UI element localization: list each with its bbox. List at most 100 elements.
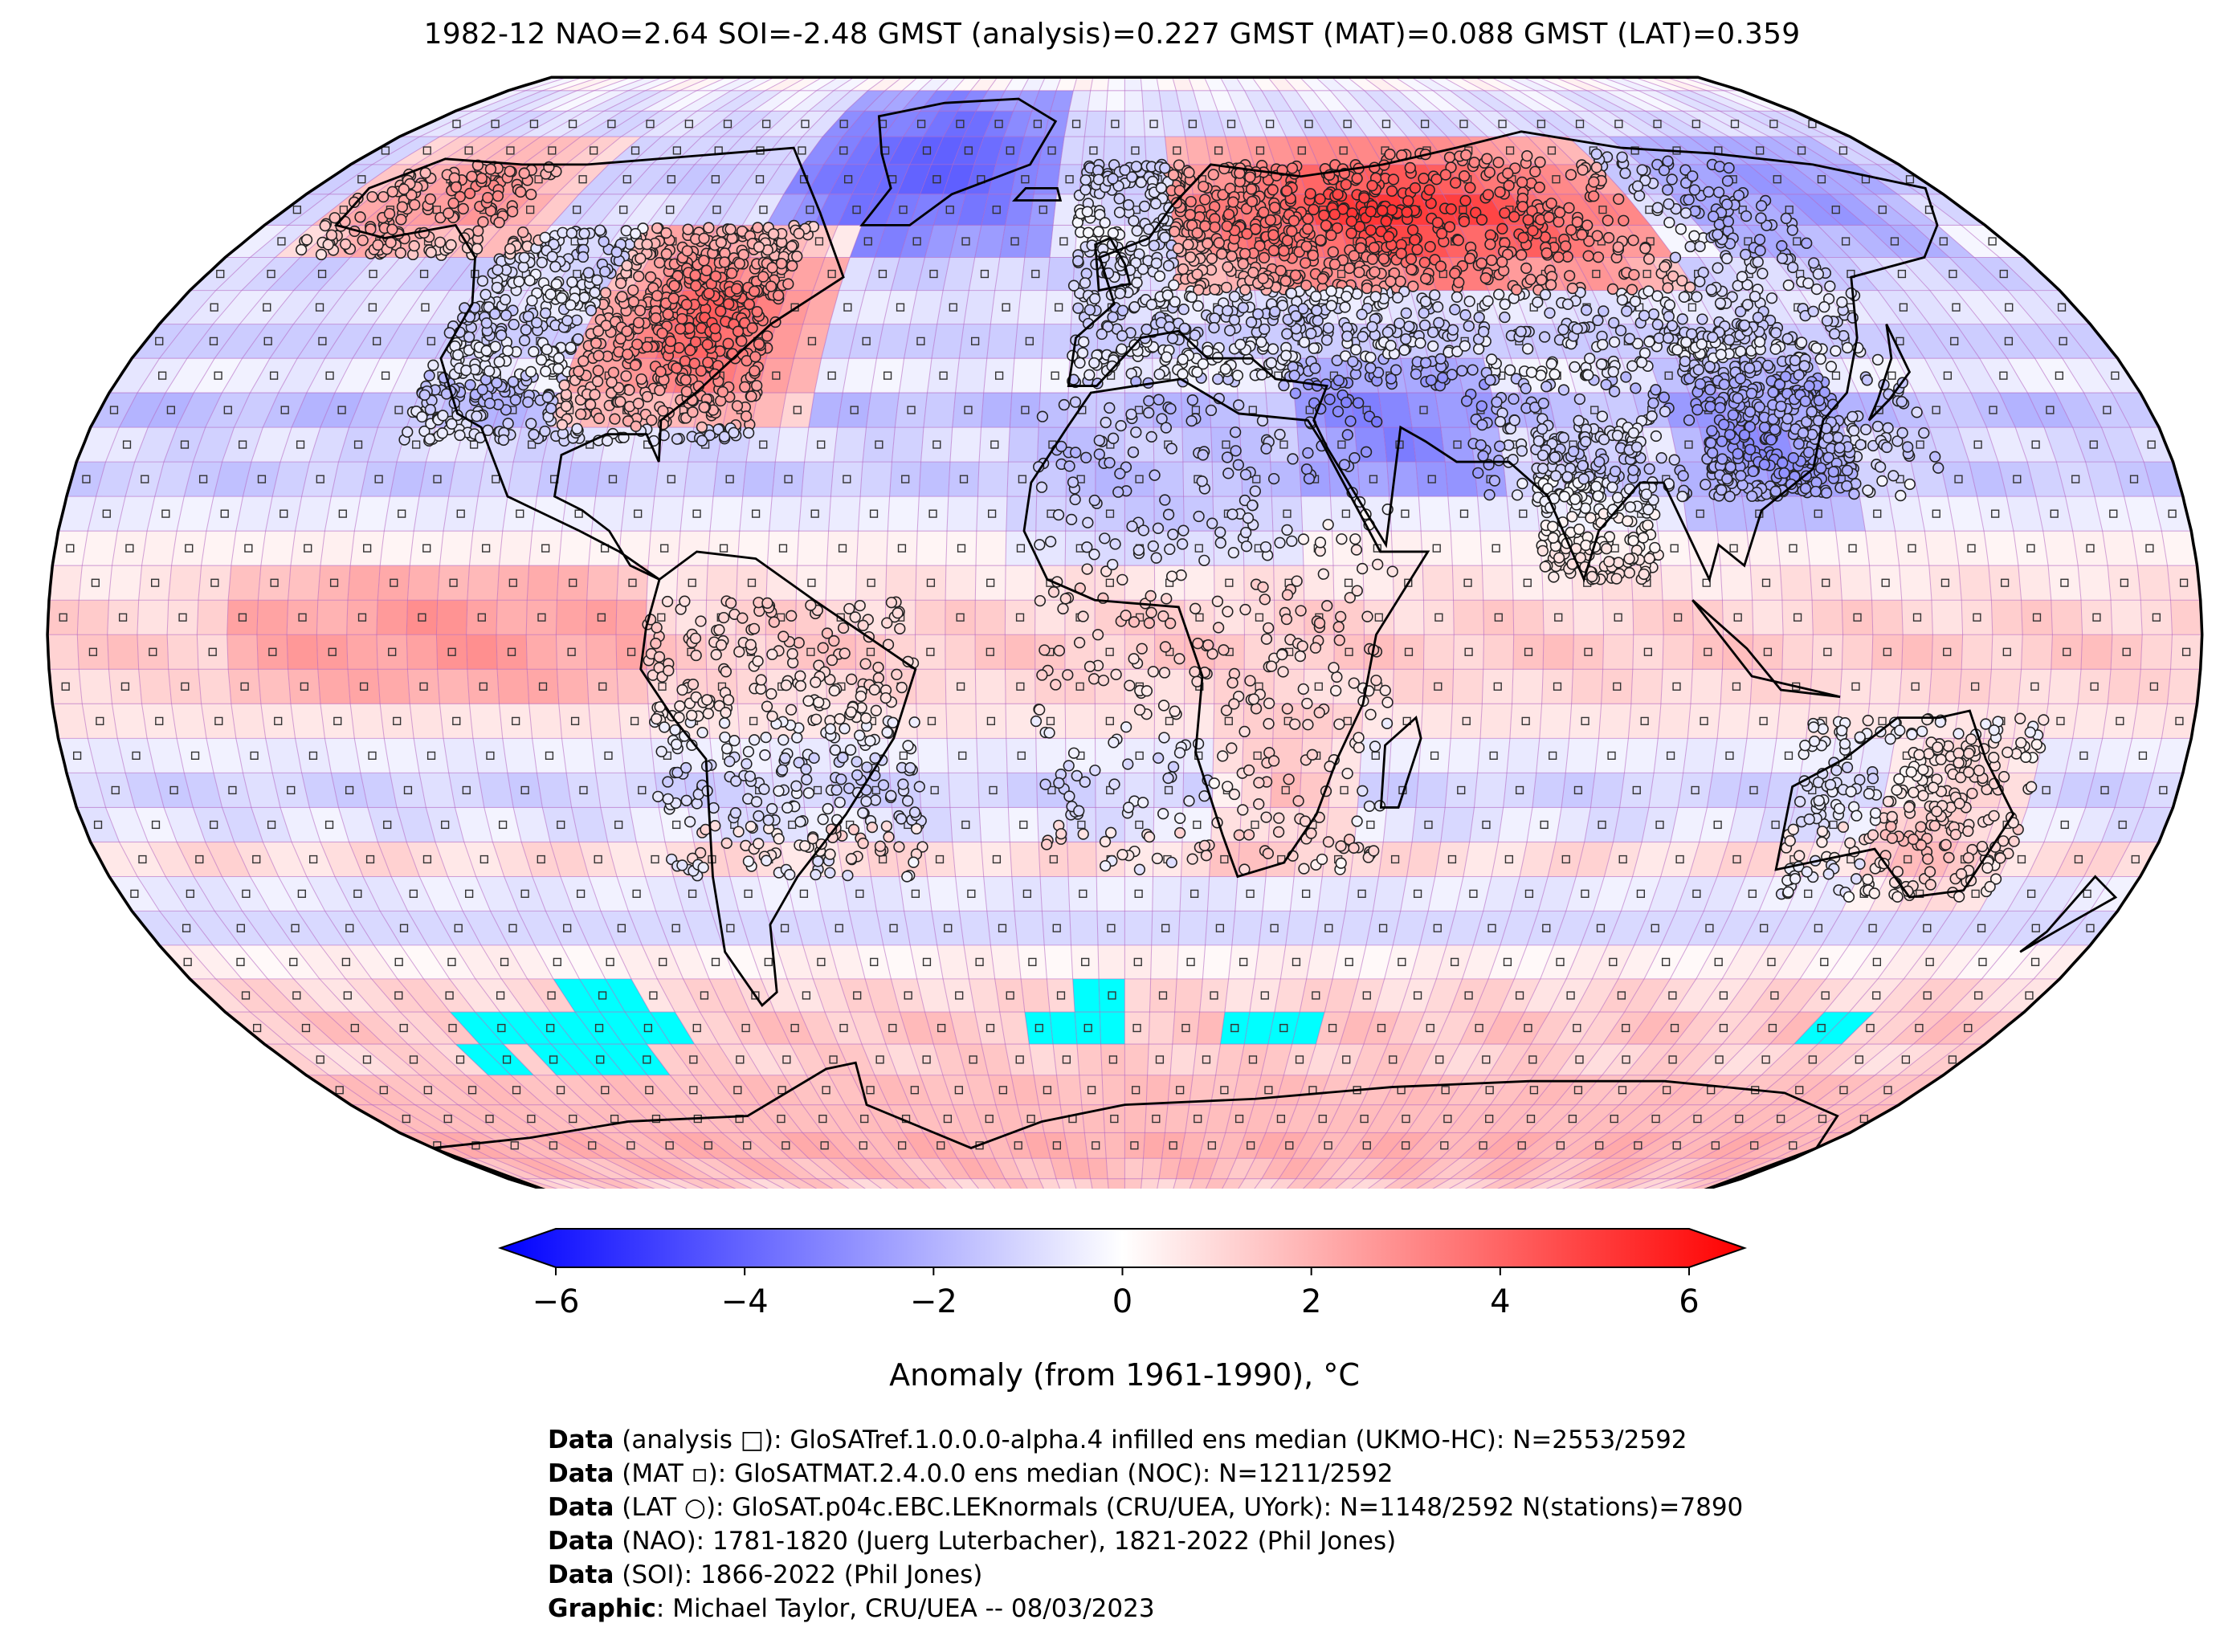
grid-cell xyxy=(776,944,814,979)
grid-cell xyxy=(171,531,206,566)
grid-cell xyxy=(544,1104,602,1133)
grid-cell xyxy=(542,807,579,842)
lat-station-marker xyxy=(728,426,740,438)
grid-cell xyxy=(915,634,946,670)
grid-cell xyxy=(876,911,911,945)
lat-station-marker xyxy=(460,365,472,377)
grid-cell xyxy=(680,496,714,532)
grid-cell xyxy=(58,738,96,773)
grid-cell xyxy=(1482,669,1513,704)
grid-cell xyxy=(2007,944,2063,979)
lat-station-marker xyxy=(802,695,814,707)
grid-cell xyxy=(193,807,235,842)
grid-cell xyxy=(556,1075,609,1105)
lat-station-marker xyxy=(525,188,537,201)
grid-cell xyxy=(1889,1012,1950,1045)
grid-cell xyxy=(1073,1178,1093,1193)
grid-cell xyxy=(459,1132,530,1159)
grid-cell xyxy=(1574,978,1618,1013)
grid-cell xyxy=(654,462,688,497)
grid-cell xyxy=(1512,600,1545,635)
lat-station-marker xyxy=(499,294,512,306)
lat-station-marker xyxy=(599,287,612,299)
grid-cell xyxy=(2170,600,2202,635)
grid-cell xyxy=(1541,669,1573,704)
grid-cell xyxy=(1555,1012,1600,1045)
grid-cell xyxy=(107,600,139,635)
grid-cell xyxy=(1017,290,1047,324)
grid-cell xyxy=(2027,773,2066,808)
lat-station-marker xyxy=(690,279,702,292)
grid-cell xyxy=(709,496,743,532)
grid-cell xyxy=(1108,77,1125,91)
grid-cell xyxy=(2063,911,2118,945)
grid-cell xyxy=(598,1044,648,1075)
grid-cell xyxy=(1672,1158,1739,1179)
lat-station-marker xyxy=(592,325,605,337)
grid-cell xyxy=(226,600,259,635)
grid-cell xyxy=(1512,1075,1557,1105)
grid-cell xyxy=(945,704,977,739)
grid-cell xyxy=(630,978,675,1013)
grid-cell xyxy=(1423,634,1455,670)
grid-cell xyxy=(734,1158,782,1179)
grid-cell xyxy=(1524,978,1567,1013)
grid-cell xyxy=(1398,1158,1441,1179)
grid-cell xyxy=(701,876,739,912)
grid-cell xyxy=(2048,565,2082,601)
grid-cell xyxy=(574,1012,623,1045)
grid-cell xyxy=(1647,1044,1699,1075)
grid-cell xyxy=(749,1012,790,1045)
grid-cell xyxy=(974,1012,1006,1045)
grid-cell xyxy=(198,565,231,601)
grid-cell xyxy=(1141,77,1160,91)
grid-cell xyxy=(976,1158,1006,1179)
grid-cell xyxy=(1536,738,1569,773)
grid-cell xyxy=(1527,911,1566,945)
grid-cell xyxy=(959,324,991,359)
lat-station-marker xyxy=(621,325,633,337)
grid-cell xyxy=(347,669,381,704)
grid-cell xyxy=(2081,634,2112,670)
grid-cell xyxy=(1292,1012,1325,1045)
grid-cell xyxy=(1008,427,1039,463)
grid-cell xyxy=(1999,978,2060,1013)
grid-cell xyxy=(258,669,291,704)
grid-cell xyxy=(1386,1104,1426,1133)
grid-cell xyxy=(860,462,892,497)
grid-cell xyxy=(550,842,589,877)
grid-cell xyxy=(586,634,617,670)
grid-cell xyxy=(856,944,892,979)
grid-cell xyxy=(1638,1158,1702,1179)
lat-station-marker xyxy=(560,388,573,401)
grid-cell xyxy=(757,876,794,912)
grid-cell xyxy=(1624,978,1671,1013)
grid-cell xyxy=(1660,565,1693,601)
grid-cell xyxy=(999,1012,1030,1045)
grid-cell xyxy=(383,1044,443,1075)
grid-cell xyxy=(1533,1044,1579,1075)
lat-station-marker xyxy=(765,280,777,292)
grid-cell xyxy=(458,1104,520,1133)
lat-station-marker xyxy=(372,239,384,251)
grid-cell xyxy=(521,842,561,877)
grid-cell xyxy=(1178,911,1208,945)
grid-cell xyxy=(138,565,172,601)
grid-cell xyxy=(1604,842,1642,877)
lat-station-marker xyxy=(676,312,688,325)
lat-station-marker xyxy=(630,420,642,432)
lat-station-marker xyxy=(664,335,677,348)
grid-cell xyxy=(923,393,956,428)
grid-cell xyxy=(168,669,202,704)
lat-station-marker xyxy=(396,201,409,213)
grid-cell xyxy=(1069,911,1099,945)
lat-station-marker xyxy=(742,426,755,439)
lat-station-marker xyxy=(751,306,763,318)
lat-station-marker xyxy=(553,352,565,365)
grid-cell xyxy=(293,944,346,979)
grid-cell xyxy=(1435,1012,1475,1045)
grid-cell xyxy=(1193,1158,1218,1179)
grid-cell xyxy=(1040,358,1070,394)
grid-cell xyxy=(1599,978,1645,1013)
grid-cell xyxy=(407,565,440,601)
